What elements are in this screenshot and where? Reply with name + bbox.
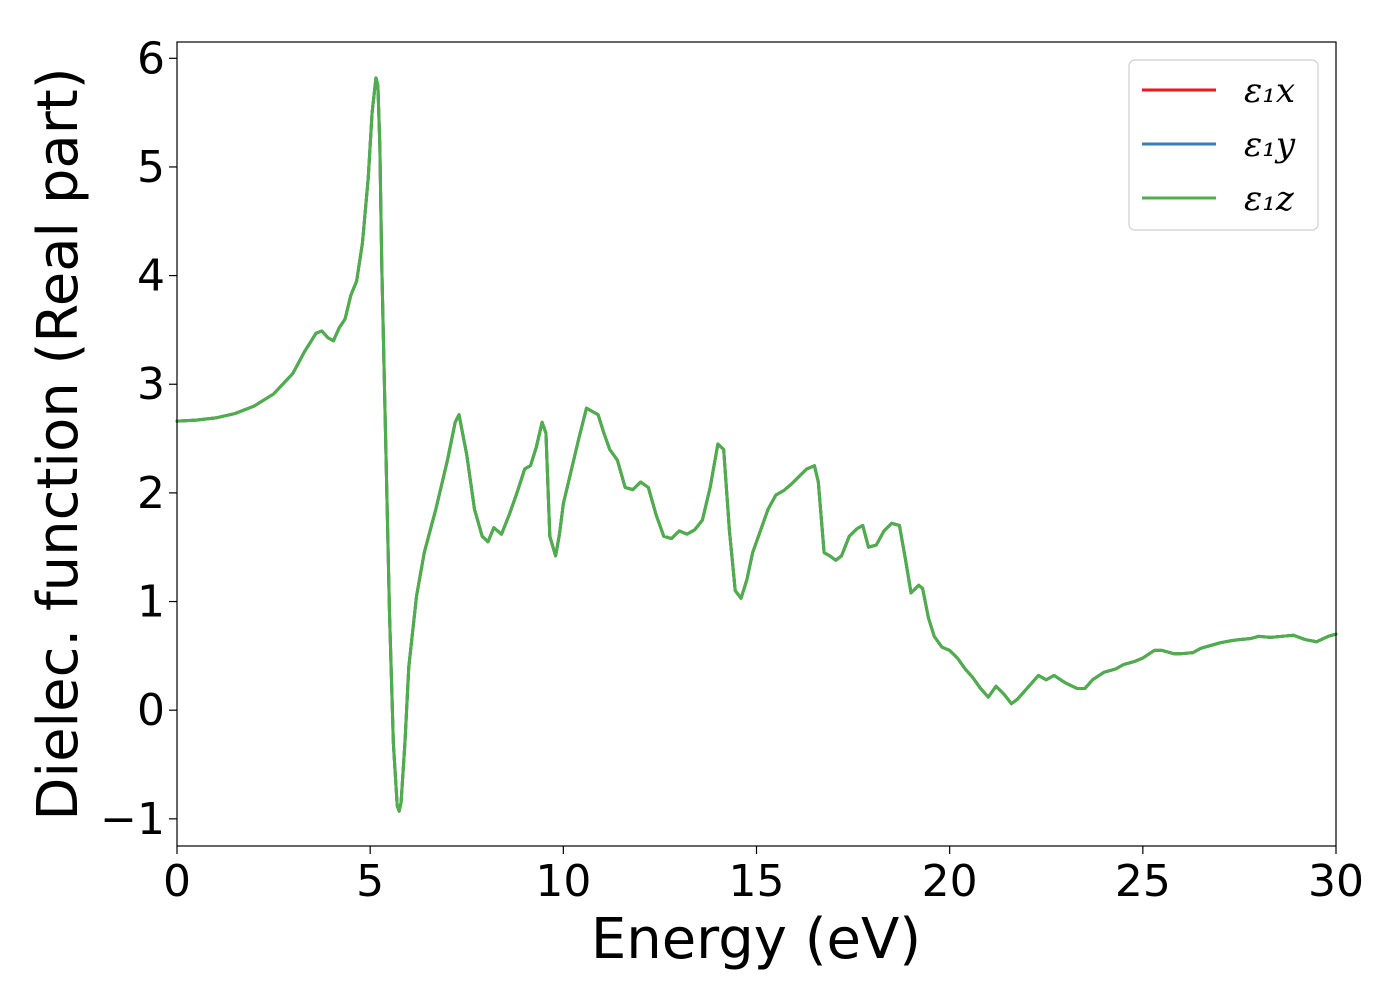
x-tick-label: 0	[163, 856, 191, 907]
y-tick-label: 6	[137, 33, 165, 84]
y-tick-label: −1	[100, 794, 165, 845]
x-tick-label: 15	[729, 856, 785, 907]
x-tick-label: 20	[922, 856, 978, 907]
y-axis-title: Dielec. function (Real part)	[26, 67, 91, 820]
legend-box	[1128, 59, 1319, 231]
x-tick-label: 25	[1115, 856, 1171, 907]
legend-label-3: ε₁z	[1244, 179, 1295, 219]
x-axis-title: Energy (eV)	[591, 907, 921, 972]
legend: ε₁x ε₁y ε₁z	[1128, 59, 1319, 231]
y-tick-label: 2	[137, 468, 165, 519]
y-tick-label: 4	[137, 251, 165, 302]
y-tick-label: 1	[137, 577, 165, 628]
legend-label-2: ε₁y	[1244, 125, 1296, 165]
y-tick-label: 0	[137, 685, 165, 736]
series-layer	[175, 76, 1338, 813]
legend-label-1: ε₁x	[1244, 71, 1295, 111]
x-tick-label: 30	[1308, 856, 1364, 907]
series-line-3	[175, 76, 1338, 813]
x-axis: 0 5 10 15 20 25 30	[163, 846, 1364, 907]
y-axis: −1 0 1 2 3 4 5 6	[100, 33, 177, 845]
x-tick-label: 5	[356, 856, 384, 907]
x-tick-label: 10	[535, 856, 591, 907]
y-tick-label: 5	[137, 142, 165, 193]
y-tick-label: 3	[137, 359, 165, 410]
